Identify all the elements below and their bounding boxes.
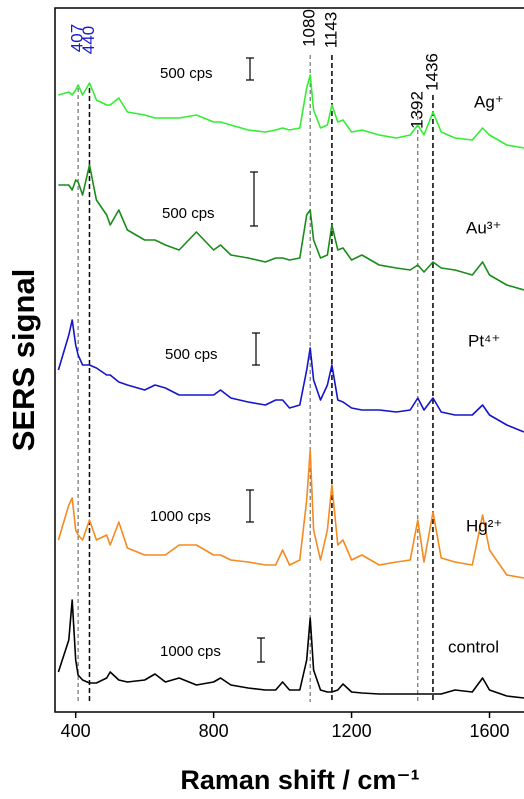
- peak-label: 1392: [407, 91, 426, 129]
- x-tick-label: 1600: [469, 721, 509, 741]
- scale-bar-label: 500 cps: [162, 205, 215, 222]
- y-axis-label: SERS signal: [6, 269, 41, 452]
- scale-bar-label: 1000 cps: [150, 508, 211, 525]
- spectrum-line: [57, 449, 524, 579]
- series-label: Pt⁴⁺: [468, 331, 500, 350]
- scale-bar-label: 1000 cps: [160, 643, 221, 660]
- series-label: Ag⁺: [474, 92, 504, 111]
- x-tick-label: 800: [199, 721, 229, 741]
- x-axis-label: Raman shift / cm⁻¹: [180, 765, 419, 795]
- scale-bar-label: 500 cps: [160, 65, 213, 82]
- peak-label: 1143: [321, 12, 340, 49]
- x-tick-label: 400: [61, 721, 91, 741]
- spectrum-line: [58, 164, 524, 291]
- series-label: Au³⁺: [466, 218, 501, 237]
- plot-frame: [54, 7, 524, 713]
- spectrum-line: [57, 319, 524, 433]
- spectrum-line: [58, 74, 524, 149]
- peak-label: 407: [68, 24, 87, 52]
- peak-label: 440: [79, 26, 98, 54]
- peak-label: 1436: [422, 53, 441, 91]
- series-label: control: [448, 637, 499, 656]
- peak-label: 1080: [300, 9, 319, 47]
- series-label: Hg²⁺: [466, 516, 502, 535]
- scale-bar-label: 500 cps: [165, 346, 218, 363]
- spectrum-line: [57, 599, 524, 699]
- x-tick-label: 1200: [332, 721, 372, 741]
